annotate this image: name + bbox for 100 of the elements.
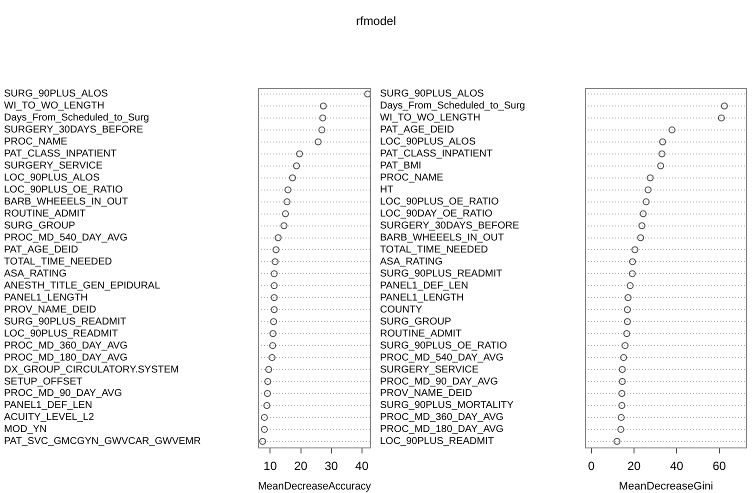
y-tick-label: TOTAL_TIME_NEEDED <box>380 244 488 256</box>
y-tick-label: SURG_90PLUS_READMIT <box>4 316 126 328</box>
point <box>631 246 638 254</box>
y-tick-label: PROV_NAME_DEID <box>380 388 472 400</box>
y-tick-label: BARB_WHEEELS_IN_OUT <box>380 232 504 244</box>
y-tick-label: ASA_RATING <box>380 256 443 268</box>
x-tick-label: 20 <box>627 458 642 473</box>
y-tick-label: ASA_RATING <box>4 268 67 280</box>
y-tick-label: LOC_90PLUS_READMIT <box>380 436 494 448</box>
point <box>658 150 666 158</box>
y-tick-label: PAT_CLASS_INPATIENT <box>380 148 493 160</box>
point <box>282 210 289 218</box>
point <box>624 318 631 326</box>
y-tick-label: PROV_NAME_DEID <box>4 304 96 316</box>
point <box>264 378 272 386</box>
y-tick-label: DX_GROUP_CIRCULATORY.SYSTEM <box>4 364 179 376</box>
y-tick-label: PANEL1_LENGTH <box>4 292 88 304</box>
y-tick-label: ANESTH_TITLE_GEN_EPIDURAL <box>4 280 161 292</box>
point <box>272 258 279 266</box>
y-tick-label: SURG_90PLUS_ALOS <box>4 88 108 100</box>
y-tick-label: PANEL1_DEF_LEN <box>4 400 92 412</box>
y-tick-label: PANEL1_LENGTH <box>380 292 464 304</box>
point <box>629 258 636 266</box>
y-tick-label: PROC_NAME <box>4 136 68 148</box>
y-tick-label: PROC_MD_90_DAY_AVG <box>4 388 122 400</box>
point <box>269 330 276 338</box>
point <box>265 366 272 374</box>
y-tick-label: SURG_90PLUS_OE_RATIO <box>380 340 508 352</box>
y-tick-label: ROUTINE_ADMIT <box>380 328 462 340</box>
point <box>618 390 626 397</box>
point <box>718 114 725 122</box>
x-tick-label: 20 <box>294 458 308 473</box>
y-tick-label: LOC_90PLUS_ALOS <box>380 136 476 148</box>
point <box>284 186 292 194</box>
y-tick-label: Days_From_Scheduled_to_Surg <box>380 100 526 112</box>
point <box>314 138 322 146</box>
x-tick-label: 40 <box>670 458 684 473</box>
point <box>668 126 676 134</box>
y-tick-label: PROC_MD_360_DAY_AVG <box>4 340 128 352</box>
y-tick-label: SURGERY_30DAYS_BEFORE <box>380 220 520 232</box>
y-tick-label: Days_From_Scheduled_to_Surg <box>4 112 150 124</box>
x-tick-label: 40 <box>355 458 369 473</box>
point <box>618 378 626 386</box>
y-tick-label: BARB_WHEEELS_IN_OUT <box>4 196 128 208</box>
point <box>646 174 654 182</box>
y-tick-label: PAT_BMI <box>380 160 422 172</box>
y-tick-label: PAT_AGE_DEID <box>380 124 454 136</box>
point <box>270 318 278 326</box>
x-axis-title: MeanDecreaseGini <box>618 480 714 492</box>
y-tick-label: PAT_AGE_DEID <box>4 244 78 256</box>
point <box>270 294 278 302</box>
point <box>657 162 664 170</box>
point <box>720 102 728 110</box>
point <box>620 354 628 362</box>
point <box>618 402 626 409</box>
point <box>623 330 630 338</box>
y-tick-label: PROC_MD_90_DAY_AVG <box>380 376 498 388</box>
y-tick-label: LOC_90DAY_OE_RATIO <box>380 208 493 220</box>
y-tick-label: PROC_MD_540_DAY_AVG <box>380 352 504 364</box>
y-tick-label: SURG_GROUP <box>4 220 76 232</box>
point <box>622 342 629 350</box>
point <box>618 366 626 374</box>
point <box>644 186 652 194</box>
point <box>260 414 268 421</box>
x-tick-label: 10 <box>264 458 278 473</box>
point <box>289 174 296 182</box>
point <box>626 282 634 290</box>
y-tick-label: SURG_90PLUS_READMIT <box>380 268 502 280</box>
point <box>263 402 270 409</box>
point <box>269 342 276 350</box>
point <box>318 126 326 134</box>
y-tick-label: SURGERY_SERVICE <box>380 364 479 376</box>
y-tick-label: PAT_CLASS_INPATIENT <box>4 148 117 160</box>
y-tick-label: PROC_MD_180_DAY_AVG <box>380 424 504 436</box>
y-tick-label: SURGERY_30DAYS_BEFORE <box>4 124 144 136</box>
point <box>272 246 280 254</box>
point <box>296 150 304 158</box>
y-tick-label: SURGERY_SERVICE <box>4 160 103 172</box>
point <box>270 270 278 278</box>
point <box>659 138 666 146</box>
chart-title: rfmodel <box>354 14 397 28</box>
point <box>280 222 288 230</box>
y-tick-label: WI_TO_WO_LENGTH <box>4 100 104 112</box>
y-tick-label: PROC_NAME <box>380 172 444 184</box>
point <box>259 438 266 445</box>
y-tick-label: SURG_90PLUS_MORTALITY <box>380 400 514 412</box>
y-tick-label: SETUP_OFFSET <box>4 376 82 388</box>
y-tick-label: ACUITY_LEVEL_L2 <box>4 412 94 424</box>
point <box>274 234 282 242</box>
point <box>617 426 624 433</box>
y-tick-label: HT <box>380 184 394 196</box>
y-tick-label: SURG_GROUP <box>380 316 452 328</box>
y-tick-label: PROC_MD_540_DAY_AVG <box>4 232 128 244</box>
point <box>320 102 327 110</box>
x-axis-title: MeanDecreaseAccuracy <box>258 480 372 493</box>
y-tick-label: LOC_90PLUS_ALOS <box>4 172 100 184</box>
y-tick-label: PROC_MD_360_DAY_AVG <box>380 412 504 424</box>
point <box>319 114 326 122</box>
x-tick-label: 30 <box>324 458 338 473</box>
point <box>638 222 646 230</box>
